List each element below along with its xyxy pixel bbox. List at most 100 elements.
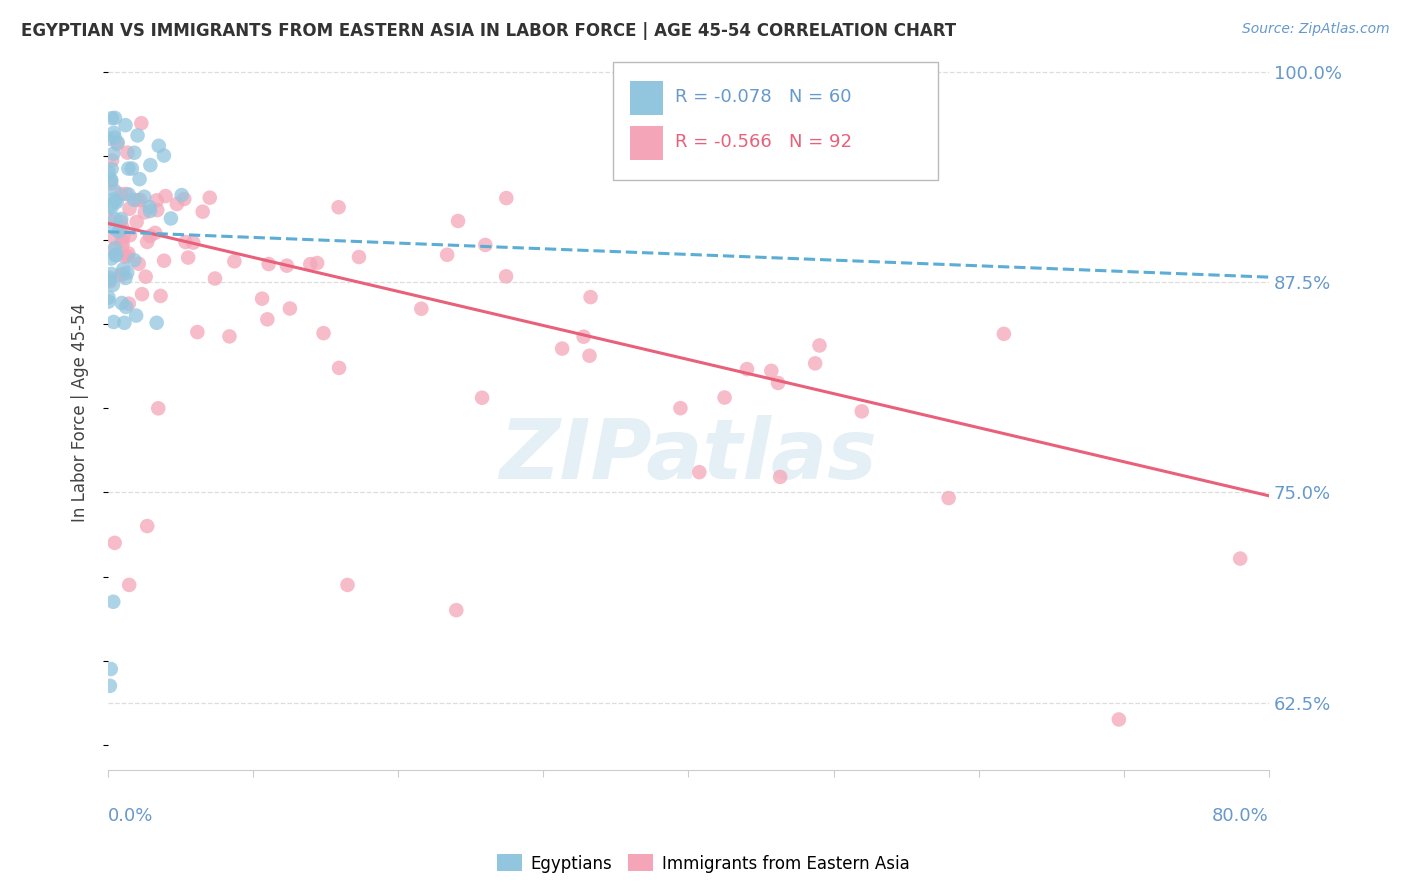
Point [134,190,156,204]
Point [103,595,125,609]
Point [328,200,350,214]
Point [117,145,139,160]
Point [299,257,322,271]
Point [108,225,131,239]
Point [307,256,329,270]
Point [769,470,792,484]
Point [101,111,124,125]
Point [111,220,134,235]
Point [127,193,149,207]
Point [105,137,128,152]
Point [471,391,494,405]
Point [174,235,197,249]
Point [177,251,200,265]
Point [135,269,157,284]
Point [107,136,129,150]
Point [104,194,127,208]
Point [224,254,246,268]
Bar [630,81,662,115]
Point [145,194,167,208]
Legend: Egyptians, Immigrants from Eastern Asia: Egyptians, Immigrants from Eastern Asia [489,847,917,880]
Point [105,194,128,209]
FancyBboxPatch shape [613,62,938,180]
Point [115,266,138,280]
Point [336,578,359,592]
Point [100,200,122,214]
Point [181,235,204,250]
Point [1108,713,1130,727]
Point [579,290,602,304]
Point [104,184,127,198]
Point [103,243,125,257]
Point [112,229,135,244]
Point [669,401,692,416]
Point [170,188,193,202]
Point [110,268,132,282]
Point [155,189,177,203]
Text: EGYPTIAN VS IMMIGRANTS FROM EASTERN ASIA IN LABOR FORCE | AGE 45-54 CORRELATION : EGYPTIAN VS IMMIGRANTS FROM EASTERN ASIA… [21,22,956,40]
Point [128,172,150,186]
Point [100,177,122,191]
Point [138,200,160,214]
Point [218,329,240,343]
Point [136,519,159,533]
Point [257,257,280,271]
Point [1229,551,1251,566]
Point [100,252,122,266]
Point [312,326,335,340]
Point [347,250,370,264]
Point [97,294,120,309]
Point [993,326,1015,341]
Point [143,226,166,240]
Point [121,161,143,176]
Point [104,248,127,262]
Text: 80.0%: 80.0% [1212,807,1270,825]
Point [110,211,132,226]
Point [104,222,127,236]
Point [145,316,167,330]
Point [276,259,298,273]
Point [101,153,124,168]
Point [118,296,141,310]
Point [328,360,350,375]
Point [256,312,278,326]
Point [111,268,134,282]
Point [134,205,156,219]
Text: R = -0.566   N = 92: R = -0.566 N = 92 [675,133,852,151]
Point [139,229,162,244]
Point [578,349,600,363]
Point [129,193,152,207]
Point [103,193,125,207]
Point [186,325,208,339]
Point [938,491,960,505]
Point [100,161,122,176]
Point [250,292,273,306]
Point [474,238,496,252]
Point [804,356,827,370]
Point [278,301,301,316]
Point [191,204,214,219]
Point [115,300,138,314]
Y-axis label: In Labor Force | Age 45-54: In Labor Force | Age 45-54 [72,303,89,522]
Point [103,146,125,161]
Point [153,253,176,268]
Point [572,329,595,343]
Point [100,173,122,187]
Point [114,271,136,285]
Point [98,273,121,287]
Point [111,237,134,252]
Point [166,197,188,211]
Point [495,191,517,205]
Text: 0.0%: 0.0% [108,807,153,825]
Point [110,187,132,202]
Point [104,536,127,550]
Point [411,301,433,316]
Point [104,248,127,262]
Point [97,132,120,146]
Point [112,316,135,330]
Point [761,364,783,378]
Point [97,212,120,227]
Point [117,246,139,260]
Point [98,271,121,285]
Point [735,362,758,376]
